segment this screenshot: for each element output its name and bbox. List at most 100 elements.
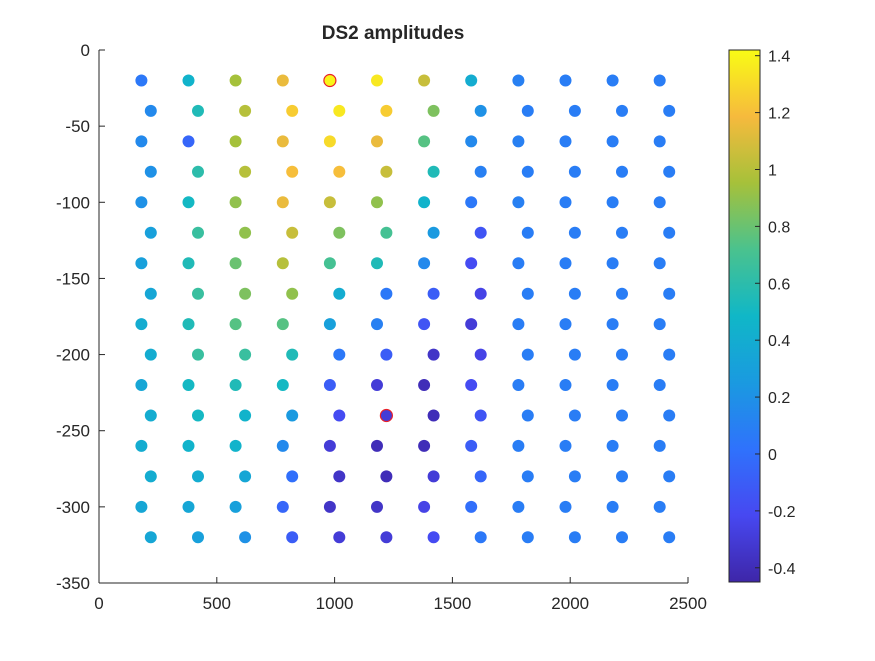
data-point: [192, 287, 204, 300]
data-point: [465, 318, 478, 331]
data-point: [474, 165, 487, 178]
data-point: [333, 470, 346, 483]
data-point: [192, 409, 204, 422]
data-point: [286, 470, 299, 483]
data-point: [521, 104, 534, 117]
data-point: [663, 409, 676, 422]
colorbar-tick-label: 0.8: [768, 219, 790, 236]
data-point: [229, 135, 242, 148]
data-point: [380, 470, 393, 483]
data-point: [192, 165, 204, 178]
data-point: [427, 287, 440, 300]
data-point: [229, 379, 242, 391]
data-point: [418, 379, 431, 391]
data-point: [286, 104, 299, 117]
data-point: [323, 196, 336, 209]
data-point: [427, 348, 440, 361]
data-point: [521, 470, 534, 483]
colorbar-tick-label: 1.4: [768, 49, 790, 66]
data-point: [512, 257, 525, 270]
data-point: [182, 74, 195, 87]
colorbar-tick-label: -0.2: [768, 504, 796, 521]
colorbar: -0.4 -0.2 0 0.2 0.4 0.6 0.8 1 1.2 1.4: [728, 49, 796, 583]
data-point: [512, 196, 525, 209]
data-point: [276, 135, 289, 148]
data-point: [512, 439, 525, 452]
data-point: [616, 531, 628, 544]
data-point: [606, 74, 619, 87]
data-point: [465, 135, 478, 148]
data-point: [418, 318, 431, 331]
data-point: [606, 196, 619, 209]
data-point: [616, 348, 628, 361]
data-point: [229, 500, 242, 513]
data-point: [276, 379, 289, 391]
y-tick-label: -100: [56, 193, 90, 212]
data-point: [182, 257, 195, 270]
data-point: [568, 409, 581, 422]
data-point: [276, 74, 289, 87]
data-point: [239, 348, 252, 361]
data-point: [333, 287, 346, 300]
data-point: [371, 318, 383, 331]
data-point: [653, 500, 666, 513]
data-point: [663, 348, 676, 361]
data-point: [380, 104, 393, 117]
data-point: [371, 257, 383, 270]
data-point: [371, 500, 383, 513]
data-point: [144, 104, 157, 117]
y-tick-label: -350: [56, 574, 90, 593]
data-point: [239, 165, 252, 178]
plot-frame: [99, 50, 688, 583]
data-point: [653, 318, 666, 331]
data-point: [606, 318, 619, 331]
x-tick-label: 500: [203, 594, 231, 613]
data-point: [512, 74, 525, 87]
data-point: [371, 379, 383, 391]
data-point: [323, 257, 336, 270]
data-point: [663, 470, 676, 483]
data-point: [465, 74, 478, 87]
data-point: [371, 74, 383, 87]
data-point: [521, 226, 534, 239]
data-point: [474, 470, 487, 483]
data-point: [229, 74, 242, 87]
data-point: [323, 318, 336, 331]
y-tick-label: 0: [81, 41, 90, 60]
chart-title: DS2 amplitudes: [322, 23, 465, 44]
data-point: [653, 439, 666, 452]
data-point: [512, 318, 525, 331]
data-point: [521, 287, 534, 300]
data-point: [418, 74, 431, 87]
data-point: [135, 318, 148, 331]
data-point: [182, 196, 195, 209]
data-point: [323, 135, 336, 148]
data-point: [144, 409, 157, 422]
data-point: [380, 287, 393, 300]
data-point: [427, 470, 440, 483]
colorbar-tick-label: 0: [768, 447, 777, 464]
data-point: [663, 531, 676, 544]
data-point: [568, 104, 581, 117]
data-point: [427, 104, 440, 117]
colorbar-tick-label: -0.4: [768, 561, 796, 578]
data-point: [418, 500, 431, 513]
highlighted-data-point: [379, 408, 393, 423]
data-point: [474, 104, 487, 117]
x-tick-label: 2000: [551, 594, 589, 613]
data-point: [559, 500, 572, 513]
data-point: [333, 104, 346, 117]
data-point: [653, 257, 666, 270]
data-point: [323, 379, 336, 391]
data-point: [182, 318, 195, 331]
data-point: [135, 500, 148, 513]
data-point: [418, 439, 431, 452]
data-point: [239, 226, 252, 239]
highlighted-data-point: [323, 73, 337, 88]
data-point: [616, 409, 628, 422]
data-point: [512, 135, 525, 148]
data-point: [474, 531, 487, 544]
data-point: [568, 165, 581, 178]
data-point: [135, 135, 148, 148]
data-point: [465, 439, 478, 452]
